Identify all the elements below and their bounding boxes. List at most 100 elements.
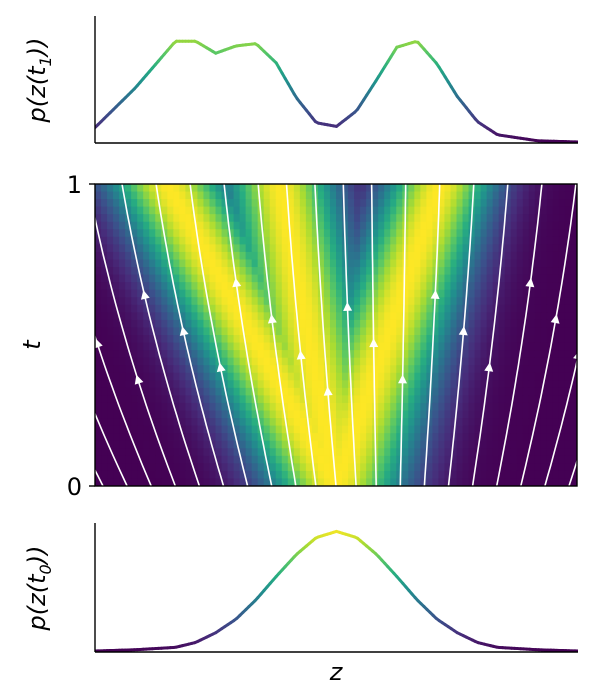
heatmap-cell bbox=[119, 433, 126, 442]
heatmap-cell bbox=[149, 463, 156, 472]
heatmap-cell bbox=[348, 282, 355, 291]
heatmap-cell bbox=[167, 335, 174, 344]
heatmap-cell bbox=[215, 236, 223, 245]
heatmap-cell bbox=[311, 335, 319, 344]
heatmap-cell bbox=[251, 244, 259, 253]
heatmap-cell bbox=[438, 455, 446, 464]
heatmap-cell bbox=[149, 387, 156, 396]
heatmap-cell bbox=[131, 410, 138, 419]
heatmap-cell bbox=[179, 350, 186, 359]
heatmap-cell bbox=[486, 350, 494, 359]
heatmap-cell bbox=[498, 274, 506, 283]
heatmap-cell bbox=[504, 372, 512, 381]
heatmap-cell bbox=[161, 372, 168, 381]
heatmap-cell bbox=[540, 448, 548, 457]
heatmap-cell bbox=[366, 440, 373, 449]
heatmap-cell bbox=[336, 433, 343, 442]
heatmap-cell bbox=[546, 304, 554, 313]
heatmap-cell bbox=[546, 289, 554, 298]
heatmap-cell bbox=[354, 229, 361, 238]
heatmap-cell bbox=[390, 267, 397, 276]
heatmap-cell bbox=[257, 440, 265, 449]
heatmap-cell bbox=[227, 319, 235, 329]
heatmap-cell bbox=[215, 184, 223, 193]
heatmap-cell bbox=[263, 448, 271, 457]
heatmap-ylabel: t bbox=[18, 339, 46, 350]
heatmap-cell bbox=[173, 214, 180, 223]
heatmap-cell bbox=[444, 184, 452, 193]
heatmap-cell bbox=[209, 282, 217, 291]
heatmap-cell bbox=[384, 297, 391, 306]
heatmap-cell bbox=[185, 199, 193, 208]
heatmap-cell bbox=[438, 251, 446, 261]
heatmap-cell bbox=[414, 244, 421, 253]
heatmap-cell bbox=[215, 312, 223, 321]
heatmap-cell bbox=[528, 357, 536, 366]
heatmap-cell bbox=[564, 199, 572, 208]
heatmap-cell bbox=[474, 267, 482, 276]
heatmap-cell bbox=[311, 463, 319, 472]
heatmap-cell bbox=[317, 455, 325, 464]
heatmap-cell bbox=[540, 229, 548, 238]
heatmap-cell bbox=[462, 433, 470, 442]
heatmap-cell bbox=[113, 402, 120, 412]
heatmap-cell bbox=[402, 425, 409, 434]
heatmap-cell bbox=[348, 267, 355, 276]
heatmap-cell bbox=[546, 221, 554, 230]
heatmap-cell bbox=[125, 365, 132, 374]
heatmap-cell bbox=[137, 478, 144, 486]
heatmap-cell bbox=[354, 327, 361, 336]
heatmap-cell bbox=[227, 380, 235, 389]
heatmap-cell bbox=[251, 433, 259, 442]
heatmap-cell bbox=[444, 304, 452, 313]
heatmap-cell bbox=[558, 478, 566, 486]
heatmap-cell bbox=[143, 463, 150, 472]
heatmap-cell bbox=[329, 372, 337, 381]
heatmap-cell bbox=[384, 206, 391, 215]
heatmap-cell bbox=[323, 274, 331, 283]
heatmap-cell bbox=[396, 410, 403, 419]
heatmap-cell bbox=[281, 342, 289, 351]
heatmap-cell bbox=[233, 448, 241, 457]
heatmap-cell bbox=[360, 357, 367, 366]
heatmap-cell bbox=[179, 236, 186, 245]
heatmap-cell bbox=[444, 342, 452, 351]
heatmap-cell bbox=[354, 478, 361, 486]
heatmap-cell bbox=[360, 418, 367, 427]
heatmap-cell bbox=[239, 387, 247, 396]
heatmap-cell bbox=[498, 365, 506, 374]
heatmap-cell bbox=[131, 350, 138, 359]
heatmap-cell bbox=[366, 327, 373, 336]
heatmap-cell bbox=[438, 274, 446, 283]
heatmap-cell bbox=[113, 214, 120, 223]
heatmap-cell bbox=[155, 214, 162, 223]
heatmap-cell bbox=[558, 380, 566, 389]
streamline bbox=[471, 184, 509, 486]
heatmap-cell bbox=[444, 319, 452, 329]
heatmap-cell bbox=[456, 342, 464, 351]
heatmap-cell bbox=[378, 191, 385, 200]
heatmap-cell bbox=[408, 267, 415, 276]
heatmap-cell bbox=[534, 206, 542, 215]
heatmap-cell bbox=[504, 357, 512, 366]
heatmap-cell bbox=[348, 229, 355, 238]
heatmap-cell bbox=[257, 402, 265, 412]
heatmap-cell bbox=[293, 395, 301, 404]
heatmap-cell bbox=[396, 312, 403, 321]
heatmap-cell bbox=[420, 395, 427, 404]
heatmap-cell bbox=[480, 440, 488, 449]
heatmap-cell bbox=[287, 274, 295, 283]
heatmap-cell bbox=[396, 470, 403, 480]
top-density-panel: p(z(t1)) bbox=[23, 16, 578, 144]
heatmap-cell bbox=[155, 221, 162, 230]
heatmap-cell bbox=[143, 191, 150, 200]
heatmap-cell bbox=[444, 478, 452, 486]
heatmap-cell bbox=[119, 372, 126, 381]
heatmap-cell bbox=[480, 206, 488, 215]
heatmap-cell bbox=[125, 418, 132, 427]
heatmap-cell bbox=[185, 470, 193, 480]
heatmap-cell bbox=[191, 470, 199, 480]
heatmap-cell bbox=[227, 365, 235, 374]
heatmap-cell bbox=[269, 440, 277, 449]
heatmap-cell bbox=[444, 357, 452, 366]
